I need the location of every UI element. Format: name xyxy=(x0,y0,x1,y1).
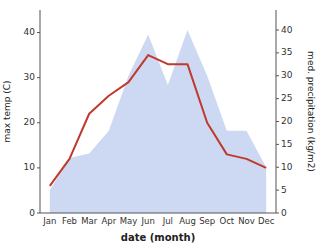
y2-tick xyxy=(276,144,279,145)
y-tick-label: 40 xyxy=(24,27,36,37)
x-tick-label: Jul xyxy=(162,216,173,226)
y2-tick-label: 15 xyxy=(281,139,292,149)
y-tick xyxy=(37,213,40,214)
y2-tick xyxy=(276,190,279,191)
y2-tick xyxy=(276,121,279,122)
chart: 0 10 20 30 40 0 5 10 15 20 25 30 35 40 Jan Feb MarApr May… xyxy=(0,0,318,247)
y2-axis xyxy=(276,10,277,213)
x-tick-label: Apr xyxy=(101,216,116,226)
x-tick-label: Nov xyxy=(238,216,255,226)
y2-tick xyxy=(276,213,279,214)
temperature-line xyxy=(50,55,266,186)
y2-tick-label: 30 xyxy=(281,70,293,80)
x-tick-label: May xyxy=(120,216,138,226)
x-axis-label: date (month) xyxy=(121,232,195,243)
y2-tick xyxy=(276,167,279,168)
y2-tick-label: 35 xyxy=(281,47,292,57)
x-tick-label: Feb xyxy=(62,216,77,226)
plot-area xyxy=(50,30,266,213)
y-tick-label: 0 xyxy=(29,208,35,218)
y2-tick xyxy=(276,75,279,76)
precipitation-area xyxy=(50,30,266,213)
y2-tick xyxy=(276,30,279,31)
x-tick-label: Oct xyxy=(219,216,234,226)
y2-tick xyxy=(276,98,279,99)
y-tick-label: 20 xyxy=(24,117,36,127)
y-tick xyxy=(37,167,40,168)
y2-tick-label: 0 xyxy=(281,208,287,218)
y-tick xyxy=(37,77,40,78)
y2-tick-label: 20 xyxy=(281,116,293,126)
x-tick-label: Jun xyxy=(141,216,155,226)
x-tick-label: Sep xyxy=(199,216,215,226)
y-tick xyxy=(37,122,40,123)
x-tick-label: Jan xyxy=(42,216,56,226)
x-axis xyxy=(40,213,276,214)
y2-tick-label: 10 xyxy=(281,162,293,172)
y2-tick-label: 40 xyxy=(281,25,293,35)
y-tick xyxy=(37,32,40,33)
y2-axis-label: med. precipitation (kg/m2) xyxy=(306,51,316,172)
y-axis xyxy=(40,10,41,213)
y2-tick-label: 5 xyxy=(281,185,287,195)
y-axis-label: max temp (C) xyxy=(2,80,12,142)
x-tick-label: Dec xyxy=(258,216,275,226)
y2-tick xyxy=(276,52,279,53)
y2-tick-label: 25 xyxy=(281,93,292,103)
y-tick-label: 10 xyxy=(24,162,36,172)
y-tick-label: 30 xyxy=(24,72,36,82)
x-tick-label: Aug xyxy=(179,216,196,226)
x-tick-label: Mar xyxy=(81,216,98,226)
